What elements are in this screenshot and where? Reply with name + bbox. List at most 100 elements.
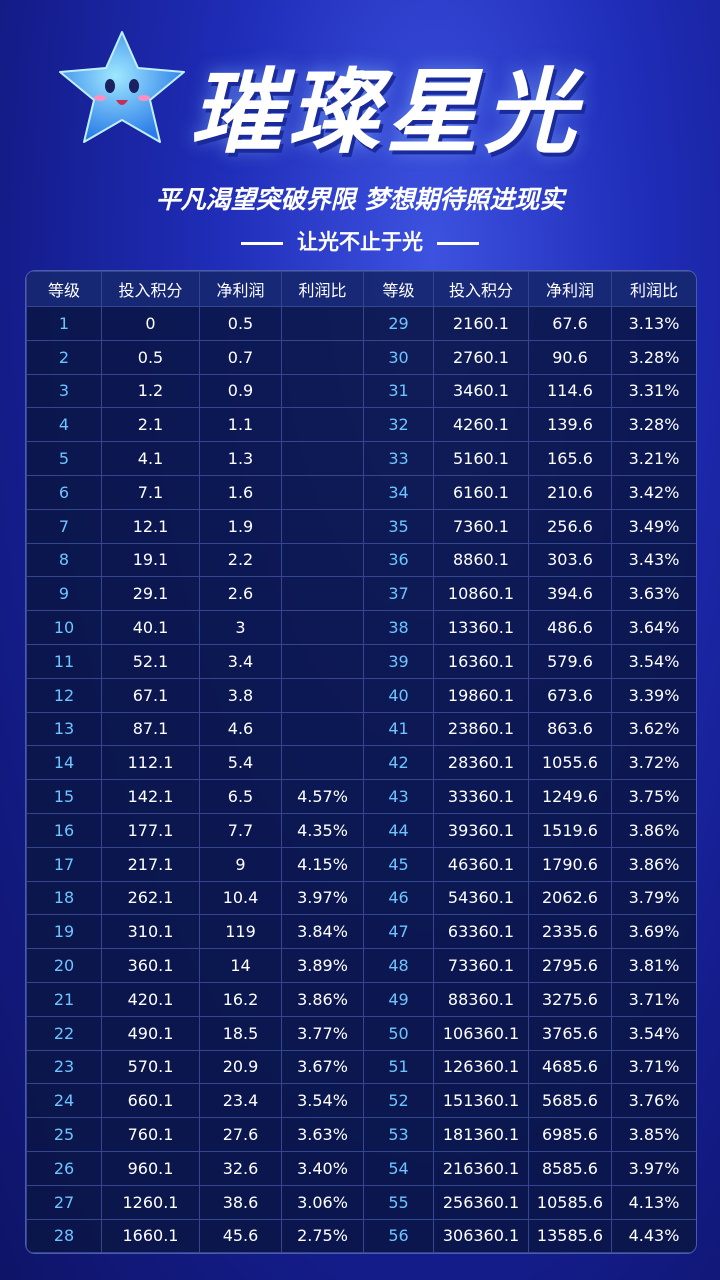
table-cell: 12.1 <box>101 508 200 544</box>
table-cell: 119 <box>199 914 282 950</box>
table-cell <box>281 306 364 341</box>
table-row: 19 310.1 119 3.84% 47 63360.1 2335.6 3.69% <box>26 914 696 950</box>
column-header: 净利润 <box>199 271 282 307</box>
table-cell: 3.40% <box>281 1150 364 1186</box>
table-cell: 3.54% <box>281 1083 364 1119</box>
table-row: 25 760.1 27.6 3.63% 53 181360.1 6985.6 3.85% <box>26 1117 696 1152</box>
table-cell: 3.31% <box>611 373 696 409</box>
tagline-row: 让光不止于光 <box>0 226 720 256</box>
table-cell: 3.21% <box>611 441 696 476</box>
table-cell: 73360.1 <box>433 948 529 983</box>
table-cell: 7360.1 <box>433 508 529 544</box>
level-cell: 2 <box>26 339 102 375</box>
table-cell: 3.13% <box>611 306 696 341</box>
level-cell: 7 <box>26 508 102 544</box>
table-cell: 20.9 <box>199 1049 282 1085</box>
table-cell: 0.5 <box>199 306 282 341</box>
table-cell: 3460.1 <box>433 373 529 409</box>
column-header: 利润比 <box>281 271 364 307</box>
level-cell: 49 <box>363 981 434 1017</box>
level-cell: 53 <box>363 1117 434 1152</box>
table-cell: 3.76% <box>611 1083 696 1119</box>
table-container: 等级 投入积分 净利润 利润比 等级 投入积分 净利润 利润比 1 0 0.5 29 2160.1 67… <box>25 270 697 1254</box>
table-cell: 9 <box>199 846 282 882</box>
level-cell: 56 <box>363 1218 434 1253</box>
title: 璀璨星光 <box>190 59 583 166</box>
table-cell: 3.72% <box>611 745 696 781</box>
table-cell: 13585.6 <box>528 1218 612 1253</box>
table-cell: 10585.6 <box>528 1184 612 1220</box>
table-row: 10 40.1 3 38 13360.1 486.6 3.64% <box>26 610 696 645</box>
header-row: 等级 投入积分 净利润 利润比 等级 投入积分 净利润 利润比 <box>26 271 696 307</box>
level-cell: 23 <box>26 1049 102 1085</box>
level-cell: 14 <box>26 745 102 781</box>
table-cell: 67.1 <box>101 677 200 713</box>
table-cell: 2160.1 <box>433 306 529 341</box>
table-cell: 1519.6 <box>528 812 612 848</box>
table-cell: 1660.1 <box>101 1218 200 1253</box>
level-cell: 27 <box>26 1184 102 1220</box>
table-cell: 18.5 <box>199 1015 282 1051</box>
table-cell: 4260.1 <box>433 407 529 443</box>
table-row: 4 2.1 1.1 32 4260.1 139.6 3.28% <box>26 407 696 443</box>
table-cell: 0 <box>101 306 200 341</box>
table-row: 27 1260.1 38.6 3.06% 55 256360.1 10585.6 4.13% <box>26 1184 696 1220</box>
level-cell: 43 <box>363 779 434 814</box>
table-cell: 4.35% <box>281 812 364 848</box>
table-cell: 3.79% <box>611 880 696 916</box>
table-cell: 19860.1 <box>433 677 529 713</box>
table-cell: 16.2 <box>199 981 282 1017</box>
level-cell: 29 <box>363 306 434 341</box>
table-cell: 5.4 <box>199 745 282 781</box>
level-cell: 17 <box>26 846 102 882</box>
table-cell: 3.64% <box>611 610 696 645</box>
table-cell: 3.63% <box>611 576 696 612</box>
table-cell: 673.6 <box>528 677 612 713</box>
table-cell: 33360.1 <box>433 779 529 814</box>
table-cell: 3.28% <box>611 407 696 443</box>
table-cell: 1249.6 <box>528 779 612 814</box>
table-cell: 3.62% <box>611 711 696 747</box>
level-cell: 35 <box>363 508 434 544</box>
level-cell: 50 <box>363 1015 434 1051</box>
table-cell: 256.6 <box>528 508 612 544</box>
table-row: 14 112.1 5.4 42 28360.1 1055.6 3.72% <box>26 745 696 781</box>
table-cell: 38.6 <box>199 1184 282 1220</box>
level-cell: 42 <box>363 745 434 781</box>
table: 等级 投入积分 净利润 利润比 等级 投入积分 净利润 利润比 1 0 0.5 29 2160.1 67… <box>26 271 696 1253</box>
table-row: 3 1.2 0.9 31 3460.1 114.6 3.31% <box>26 373 696 409</box>
level-cell: 24 <box>26 1083 102 1119</box>
level-cell: 19 <box>26 914 102 950</box>
table-cell: 3.81% <box>611 948 696 983</box>
table-cell: 112.1 <box>101 745 200 781</box>
table-row: 26 960.1 32.6 3.40% 54 216360.1 8585.6 3.97% <box>26 1150 696 1186</box>
table-cell: 660.1 <box>101 1083 200 1119</box>
table-row: 6 7.1 1.6 34 6160.1 210.6 3.42% <box>26 474 696 510</box>
level-cell: 47 <box>363 914 434 950</box>
level-cell: 34 <box>363 474 434 510</box>
table-cell: 8860.1 <box>433 542 529 578</box>
table-cell: 262.1 <box>101 880 200 916</box>
table-cell: 4.1 <box>101 441 200 476</box>
level-cell: 21 <box>26 981 102 1017</box>
table-cell: 7.1 <box>101 474 200 510</box>
level-cell: 6 <box>26 474 102 510</box>
level-cell: 30 <box>363 339 434 375</box>
level-cell: 10 <box>26 610 102 645</box>
column-header: 等级 <box>26 271 102 307</box>
table-cell: 139.6 <box>528 407 612 443</box>
table-cell: 486.6 <box>528 610 612 645</box>
table-row: 20 360.1 14 3.89% 48 73360.1 2795.6 3.81% <box>26 948 696 983</box>
level-cell: 22 <box>26 1015 102 1051</box>
table-cell: 256360.1 <box>433 1184 529 1220</box>
table-cell: 1055.6 <box>528 745 612 781</box>
table-cell: 126360.1 <box>433 1049 529 1085</box>
table-cell: 1.6 <box>199 474 282 510</box>
table-row: 23 570.1 20.9 3.67% 51 126360.1 4685.6 3.71% <box>26 1049 696 1085</box>
table-cell: 10860.1 <box>433 576 529 612</box>
table-cell: 490.1 <box>101 1015 200 1051</box>
table-row: 11 52.1 3.4 39 16360.1 579.6 3.54% <box>26 643 696 679</box>
table-cell: 863.6 <box>528 711 612 747</box>
table-cell: 2062.6 <box>528 880 612 916</box>
table-row: 21 420.1 16.2 3.86% 49 88360.1 3275.6 3.71% <box>26 981 696 1017</box>
